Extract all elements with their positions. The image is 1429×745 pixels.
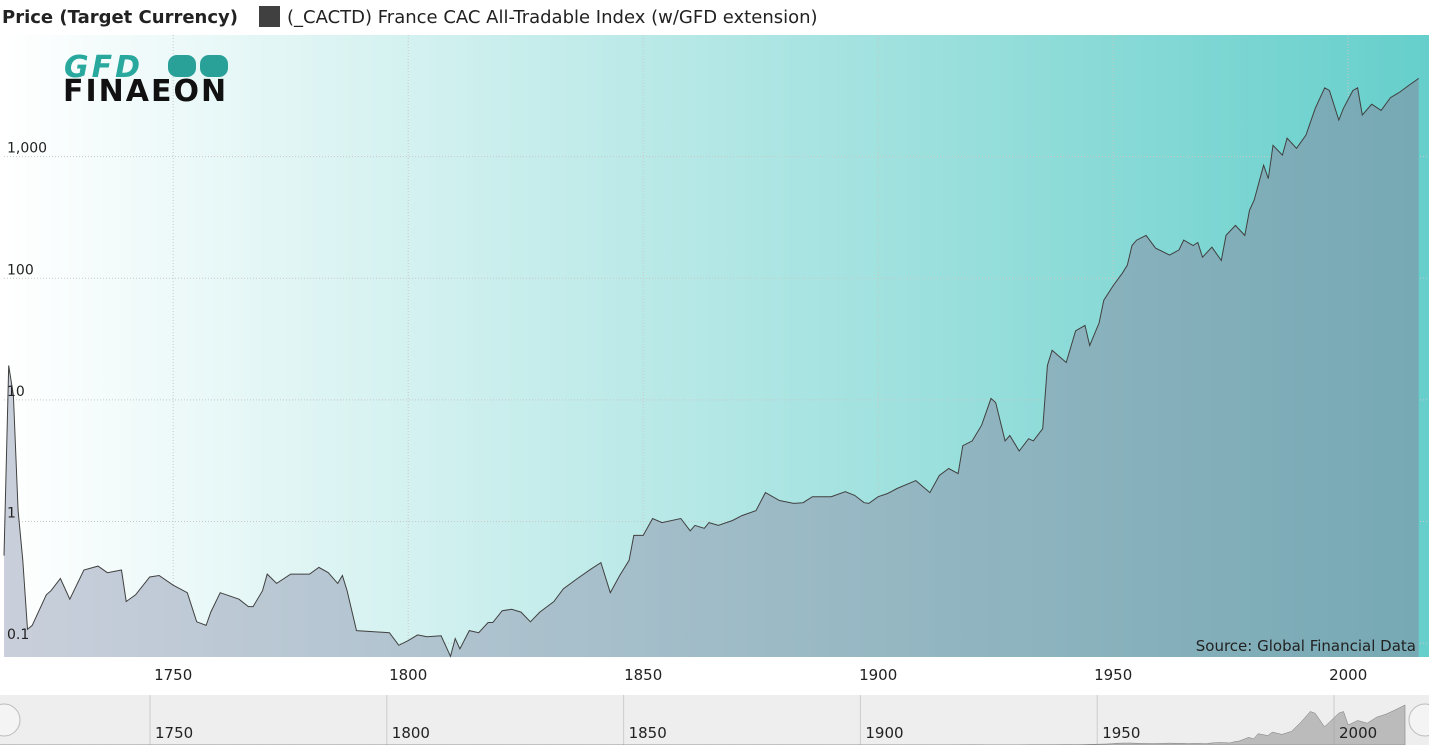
x-tick-label: 1800 (389, 666, 427, 684)
y-tick-label: 100 (7, 262, 34, 278)
legend-swatch[interactable] (259, 6, 280, 27)
navigator[interactable] (0, 695, 1429, 745)
x-tick-label: 1750 (154, 666, 192, 684)
x-tick-label: 1900 (859, 666, 897, 684)
y-tick-label: 0.1 (7, 627, 29, 643)
y-tick-label: 10 (7, 384, 25, 400)
x-tick-label: 1950 (1094, 666, 1132, 684)
navigator-handle[interactable] (0, 703, 21, 737)
x-tick-label: 1850 (624, 666, 662, 684)
navigator-area (0, 704, 1406, 745)
logo-leaf (168, 55, 196, 77)
navigator-tick-label: 2000 (1339, 724, 1377, 742)
source-note: Source: Global Financial Data (1196, 637, 1416, 655)
y-tick-label: 1,000 (7, 141, 47, 157)
logo-leaf (200, 55, 228, 77)
navigator-tick-label: 1850 (629, 724, 667, 742)
chart-title: Price (Target Currency) (2, 7, 238, 28)
navigator-tick-label: 1800 (392, 724, 430, 742)
logo-subtext: FINAEON (63, 74, 228, 109)
x-tick-label: 2000 (1329, 666, 1367, 684)
logo: GFD (64, 50, 143, 85)
legend-label[interactable]: (_CACTD) France CAC All-Tradable Index (… (287, 7, 818, 28)
navigator-tick-label: 1950 (1102, 724, 1140, 742)
area (4, 78, 1419, 657)
line (3, 77, 1419, 658)
navigator-tick-label: 1750 (155, 724, 193, 742)
navigator-handle[interactable] (1408, 703, 1429, 737)
navigator-tick-label: 1900 (865, 724, 903, 742)
y-tick-label: 1 (7, 506, 16, 522)
